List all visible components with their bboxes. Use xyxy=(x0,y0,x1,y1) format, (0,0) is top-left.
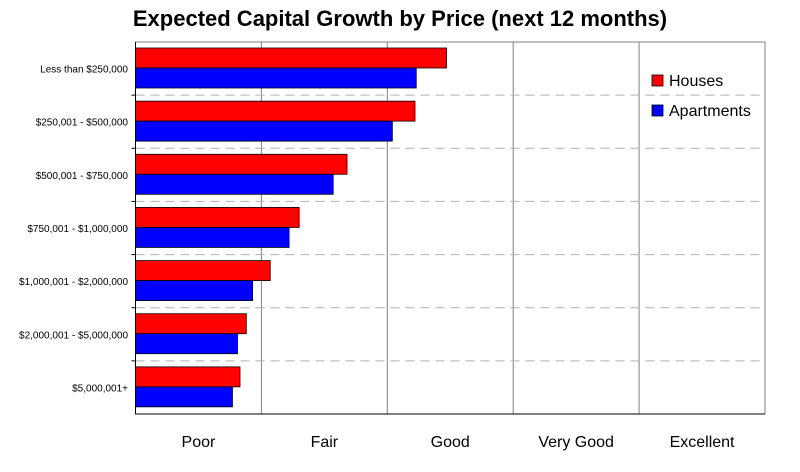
bar-apartments xyxy=(135,173,334,195)
y-tick-label: $5,000,001+ xyxy=(72,383,128,394)
bar-apartments xyxy=(135,280,253,301)
legend-swatch-houses xyxy=(651,74,664,87)
chart-title: Expected Capital Growth by Price (next 1… xyxy=(132,6,668,31)
y-tick-label: $1,000,001 - $2,000,000 xyxy=(19,277,128,288)
bar-apartments xyxy=(135,120,393,142)
x-tick-label: Good xyxy=(431,434,470,451)
bar-apartments xyxy=(135,386,233,408)
bar-apartments xyxy=(135,67,417,89)
bar-houses xyxy=(135,153,348,175)
bar-houses xyxy=(135,207,300,228)
x-tick-label: Very Good xyxy=(538,434,614,451)
bar-houses xyxy=(135,366,241,388)
bar-houses xyxy=(135,313,247,335)
bar-houses xyxy=(135,260,271,281)
bar-houses xyxy=(135,100,416,122)
x-tick-label: Fair xyxy=(311,434,339,451)
y-tick-label: $750,001 - $1,000,000 xyxy=(27,224,128,235)
y-tick-label: $2,000,001 - $5,000,000 xyxy=(19,330,128,341)
x-tick-label: Excellent xyxy=(670,434,735,451)
legend-label: Apartments xyxy=(669,103,751,120)
bar-houses xyxy=(135,47,447,69)
bar-apartments xyxy=(135,333,238,355)
legend-label: Houses xyxy=(669,73,723,90)
x-tick-label: Poor xyxy=(182,434,216,451)
y-tick-label: $500,001 - $750,000 xyxy=(36,171,129,182)
y-tick-label: $250,001 - $500,000 xyxy=(36,118,129,129)
y-tick-label: Less than $250,000 xyxy=(40,65,128,76)
legend-swatch-apartments xyxy=(651,104,664,117)
bar-apartments xyxy=(135,227,290,248)
